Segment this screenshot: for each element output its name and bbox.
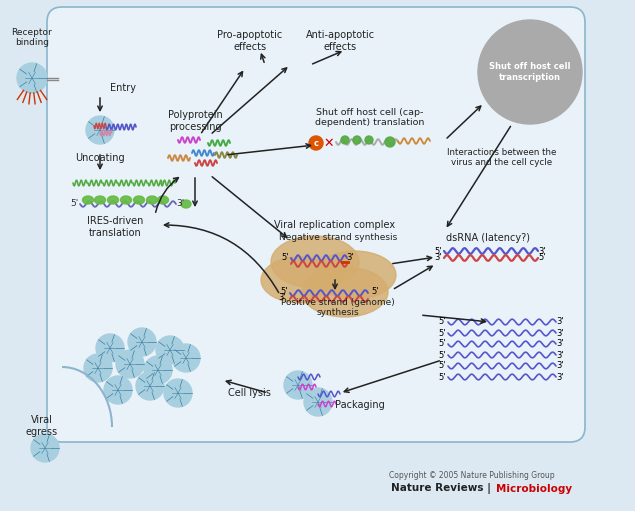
Text: Pro-apoptotic
effects: Pro-apoptotic effects xyxy=(217,30,283,52)
FancyBboxPatch shape xyxy=(47,7,585,442)
Text: ✕: ✕ xyxy=(324,136,334,150)
Circle shape xyxy=(353,136,361,144)
Text: IRES-driven
translation: IRES-driven translation xyxy=(87,216,143,238)
Text: 5': 5' xyxy=(438,361,446,370)
Text: Cell lysis: Cell lysis xyxy=(228,388,271,398)
Text: dsRNA (latency?): dsRNA (latency?) xyxy=(446,233,530,243)
Ellipse shape xyxy=(133,196,145,204)
Text: Polyprotein
processing: Polyprotein processing xyxy=(168,110,222,132)
Text: 3': 3' xyxy=(278,293,286,303)
Text: Viral replication complex: Viral replication complex xyxy=(274,220,396,230)
Text: Shut off host cell (cap-
dependent) translation: Shut off host cell (cap- dependent) tran… xyxy=(316,108,425,127)
Text: 3': 3' xyxy=(538,246,546,256)
Text: 3': 3' xyxy=(556,373,564,382)
Circle shape xyxy=(172,344,200,372)
Text: 3': 3' xyxy=(556,317,564,327)
Circle shape xyxy=(144,356,172,384)
Circle shape xyxy=(478,20,582,124)
Circle shape xyxy=(309,136,323,150)
Text: 5': 5' xyxy=(438,373,446,382)
Text: Entry: Entry xyxy=(110,83,136,93)
Ellipse shape xyxy=(157,196,168,204)
Ellipse shape xyxy=(83,196,93,204)
Circle shape xyxy=(284,371,312,399)
Text: Shut off host cell
transcription: Shut off host cell transcription xyxy=(489,62,571,82)
Circle shape xyxy=(164,379,192,407)
Circle shape xyxy=(96,334,124,362)
Text: Microbiology: Microbiology xyxy=(496,484,572,494)
Text: 5': 5' xyxy=(438,351,446,360)
Circle shape xyxy=(31,434,59,462)
Ellipse shape xyxy=(271,236,359,288)
Text: 3': 3' xyxy=(556,361,564,370)
Text: 5': 5' xyxy=(280,288,288,296)
Text: Nature Reviews |: Nature Reviews | xyxy=(391,483,495,494)
Text: Uncoating: Uncoating xyxy=(75,153,124,163)
Circle shape xyxy=(304,388,332,416)
Circle shape xyxy=(116,350,144,378)
Text: 5': 5' xyxy=(371,287,378,295)
Text: 3': 3' xyxy=(556,339,564,349)
Circle shape xyxy=(136,372,164,400)
Text: 5': 5' xyxy=(438,317,446,327)
Ellipse shape xyxy=(147,196,157,204)
Circle shape xyxy=(385,137,395,147)
Text: 5': 5' xyxy=(281,253,289,263)
Text: c: c xyxy=(314,138,319,148)
Text: 5': 5' xyxy=(438,339,446,349)
Text: Negative strand synthesis: Negative strand synthesis xyxy=(279,233,397,242)
Text: 3': 3' xyxy=(556,351,564,360)
Ellipse shape xyxy=(107,196,119,204)
Circle shape xyxy=(156,336,184,364)
Circle shape xyxy=(104,376,132,404)
Ellipse shape xyxy=(314,251,396,299)
Ellipse shape xyxy=(181,200,191,208)
Text: Interactions between the
virus and the cell cycle: Interactions between the virus and the c… xyxy=(447,148,557,168)
Ellipse shape xyxy=(95,196,105,204)
Text: 3': 3' xyxy=(556,329,564,337)
Circle shape xyxy=(86,116,114,144)
Text: Positive strand (genome)
synthesis: Positive strand (genome) synthesis xyxy=(281,298,395,317)
Text: 3': 3' xyxy=(176,199,184,208)
Ellipse shape xyxy=(302,267,388,317)
Text: 3': 3' xyxy=(346,253,354,263)
Text: Packaging: Packaging xyxy=(335,400,385,410)
Text: Receptor
binding: Receptor binding xyxy=(11,28,52,48)
Text: 5': 5' xyxy=(434,246,442,256)
Ellipse shape xyxy=(121,196,131,204)
Ellipse shape xyxy=(261,257,339,303)
Text: 3': 3' xyxy=(434,253,442,263)
Circle shape xyxy=(17,63,47,93)
Circle shape xyxy=(365,136,373,144)
Circle shape xyxy=(341,136,349,144)
Circle shape xyxy=(84,354,112,382)
Text: Copyright © 2005 Nature Publishing Group: Copyright © 2005 Nature Publishing Group xyxy=(389,471,555,480)
Circle shape xyxy=(128,328,156,356)
Text: Anti-apoptotic
effects: Anti-apoptotic effects xyxy=(305,30,375,52)
Text: Viral
egress: Viral egress xyxy=(26,415,58,436)
Text: 5': 5' xyxy=(438,329,446,337)
Text: 5': 5' xyxy=(538,253,545,263)
Text: 5': 5' xyxy=(70,199,78,208)
